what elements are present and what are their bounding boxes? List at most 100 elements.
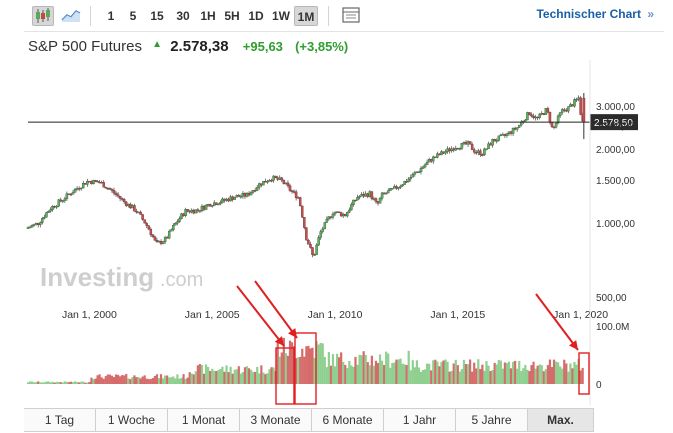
candle: [241, 193, 245, 197]
candle: [296, 197, 300, 199]
candle: [563, 109, 566, 111]
range-button-5[interactable]: 6 Monate: [312, 409, 384, 431]
range-button-7[interactable]: 5 Jahre: [456, 409, 528, 431]
candle: [274, 175, 277, 179]
volume-bar: [426, 363, 429, 384]
candle: [84, 182, 87, 185]
volume-bar: [100, 377, 103, 384]
volume-bar: [221, 366, 224, 384]
candle: [92, 179, 95, 185]
candle: [554, 122, 558, 128]
candle: [571, 104, 574, 107]
candle: [366, 193, 370, 197]
candle: [317, 237, 320, 246]
candle: [474, 152, 478, 154]
candle: [147, 225, 151, 230]
candle: [403, 181, 406, 185]
candle: [509, 131, 513, 134]
volume-bar: [434, 359, 437, 384]
volume-bar: [51, 381, 54, 384]
candle: [276, 177, 279, 180]
interval-button-1[interactable]: 1: [107, 9, 115, 23]
range-button-2[interactable]: 1 Woche: [96, 409, 168, 431]
range-button-3[interactable]: 1 Monat: [168, 409, 240, 431]
settings-button[interactable]: [340, 6, 362, 26]
candle: [325, 218, 329, 223]
candle: [411, 174, 415, 178]
candle: [247, 193, 251, 196]
volume-bar: [26, 382, 30, 384]
range-button-6[interactable]: 1 Jahr: [384, 409, 456, 431]
volume-bar: [61, 382, 64, 384]
line-chart-button[interactable]: [60, 6, 82, 26]
volume-bar: [227, 372, 230, 384]
volume-bar: [116, 374, 120, 384]
volume-bar: [161, 378, 165, 384]
candle: [321, 228, 324, 232]
volume-bar: [544, 369, 547, 384]
volume-bar: [360, 355, 363, 384]
range-button-4[interactable]: 3 Monate: [240, 409, 312, 431]
candle: [446, 148, 449, 152]
interval-button-30[interactable]: 30: [176, 9, 190, 23]
candle: [380, 192, 384, 199]
candle: [341, 213, 345, 217]
candle: [370, 191, 374, 199]
current-price-tag: [590, 114, 638, 131]
interval-button-1m[interactable]: 1M: [294, 6, 318, 26]
volume-bar: [481, 364, 484, 384]
volume-bar: [495, 364, 498, 384]
volume-bar: [67, 382, 71, 384]
candle: [153, 236, 157, 241]
range-button-8[interactable]: Max.: [528, 409, 594, 431]
time-axis-label: Jan 1, 2010: [308, 309, 363, 321]
volume-bar: [460, 369, 464, 384]
volume-bar: [423, 369, 427, 384]
volume-bar: [43, 382, 46, 384]
volume-bar: [237, 366, 240, 384]
volume-bar: [153, 375, 157, 384]
candle: [145, 223, 148, 226]
price-chart[interactable]: Investing .com 2.578,50 3.000,00 2.500,00 2…: [0, 0, 673, 408]
volume-bar: [319, 342, 322, 384]
range-button-1[interactable]: 1 Tag: [24, 409, 96, 431]
volume-bar: [417, 367, 421, 384]
interval-button-5h[interactable]: 5H: [224, 9, 240, 23]
interval-button-15[interactable]: 15: [150, 9, 164, 23]
volume-bar: [252, 371, 255, 384]
volume-bar: [469, 359, 472, 384]
chart-toolbar: 1 5 15 30 1H 5H 1D 1W 1M Technischer Chart »: [24, 0, 664, 32]
candle: [468, 141, 472, 145]
volume-bar: [41, 382, 44, 384]
candle: [440, 151, 443, 156]
volume-bar: [59, 382, 62, 384]
volume-bar: [288, 340, 292, 384]
volume-bar: [194, 371, 197, 384]
volume-bar: [464, 364, 468, 384]
time-axis-label: Jan 1, 2005: [185, 309, 240, 321]
volume-bar: [471, 371, 474, 384]
volume-bar: [358, 354, 361, 384]
volume-bar: [536, 365, 539, 384]
volume-bar: [573, 361, 576, 384]
candle: [137, 211, 140, 214]
volume-bar: [129, 379, 132, 384]
interval-button-1w[interactable]: 1W: [272, 9, 290, 23]
candle: [577, 97, 580, 100]
volume-bar: [552, 359, 556, 384]
candle: [266, 181, 269, 183]
volume-bar: [530, 365, 533, 384]
volume-bar: [73, 381, 77, 384]
candle: [569, 104, 572, 107]
volume-bar: [409, 370, 412, 384]
volume-bar: [262, 372, 265, 384]
volume-bar: [225, 365, 228, 384]
volume-bar: [119, 376, 122, 384]
interval-button-1d[interactable]: 1D: [248, 9, 264, 23]
candle: [378, 198, 382, 204]
interval-button-1h[interactable]: 1H: [200, 9, 216, 23]
technical-chart-link[interactable]: Technischer Chart »: [536, 7, 654, 21]
candle: [415, 171, 419, 174]
interval-button-5[interactable]: 5: [129, 9, 137, 23]
candlestick-chart-button[interactable]: [32, 6, 54, 26]
